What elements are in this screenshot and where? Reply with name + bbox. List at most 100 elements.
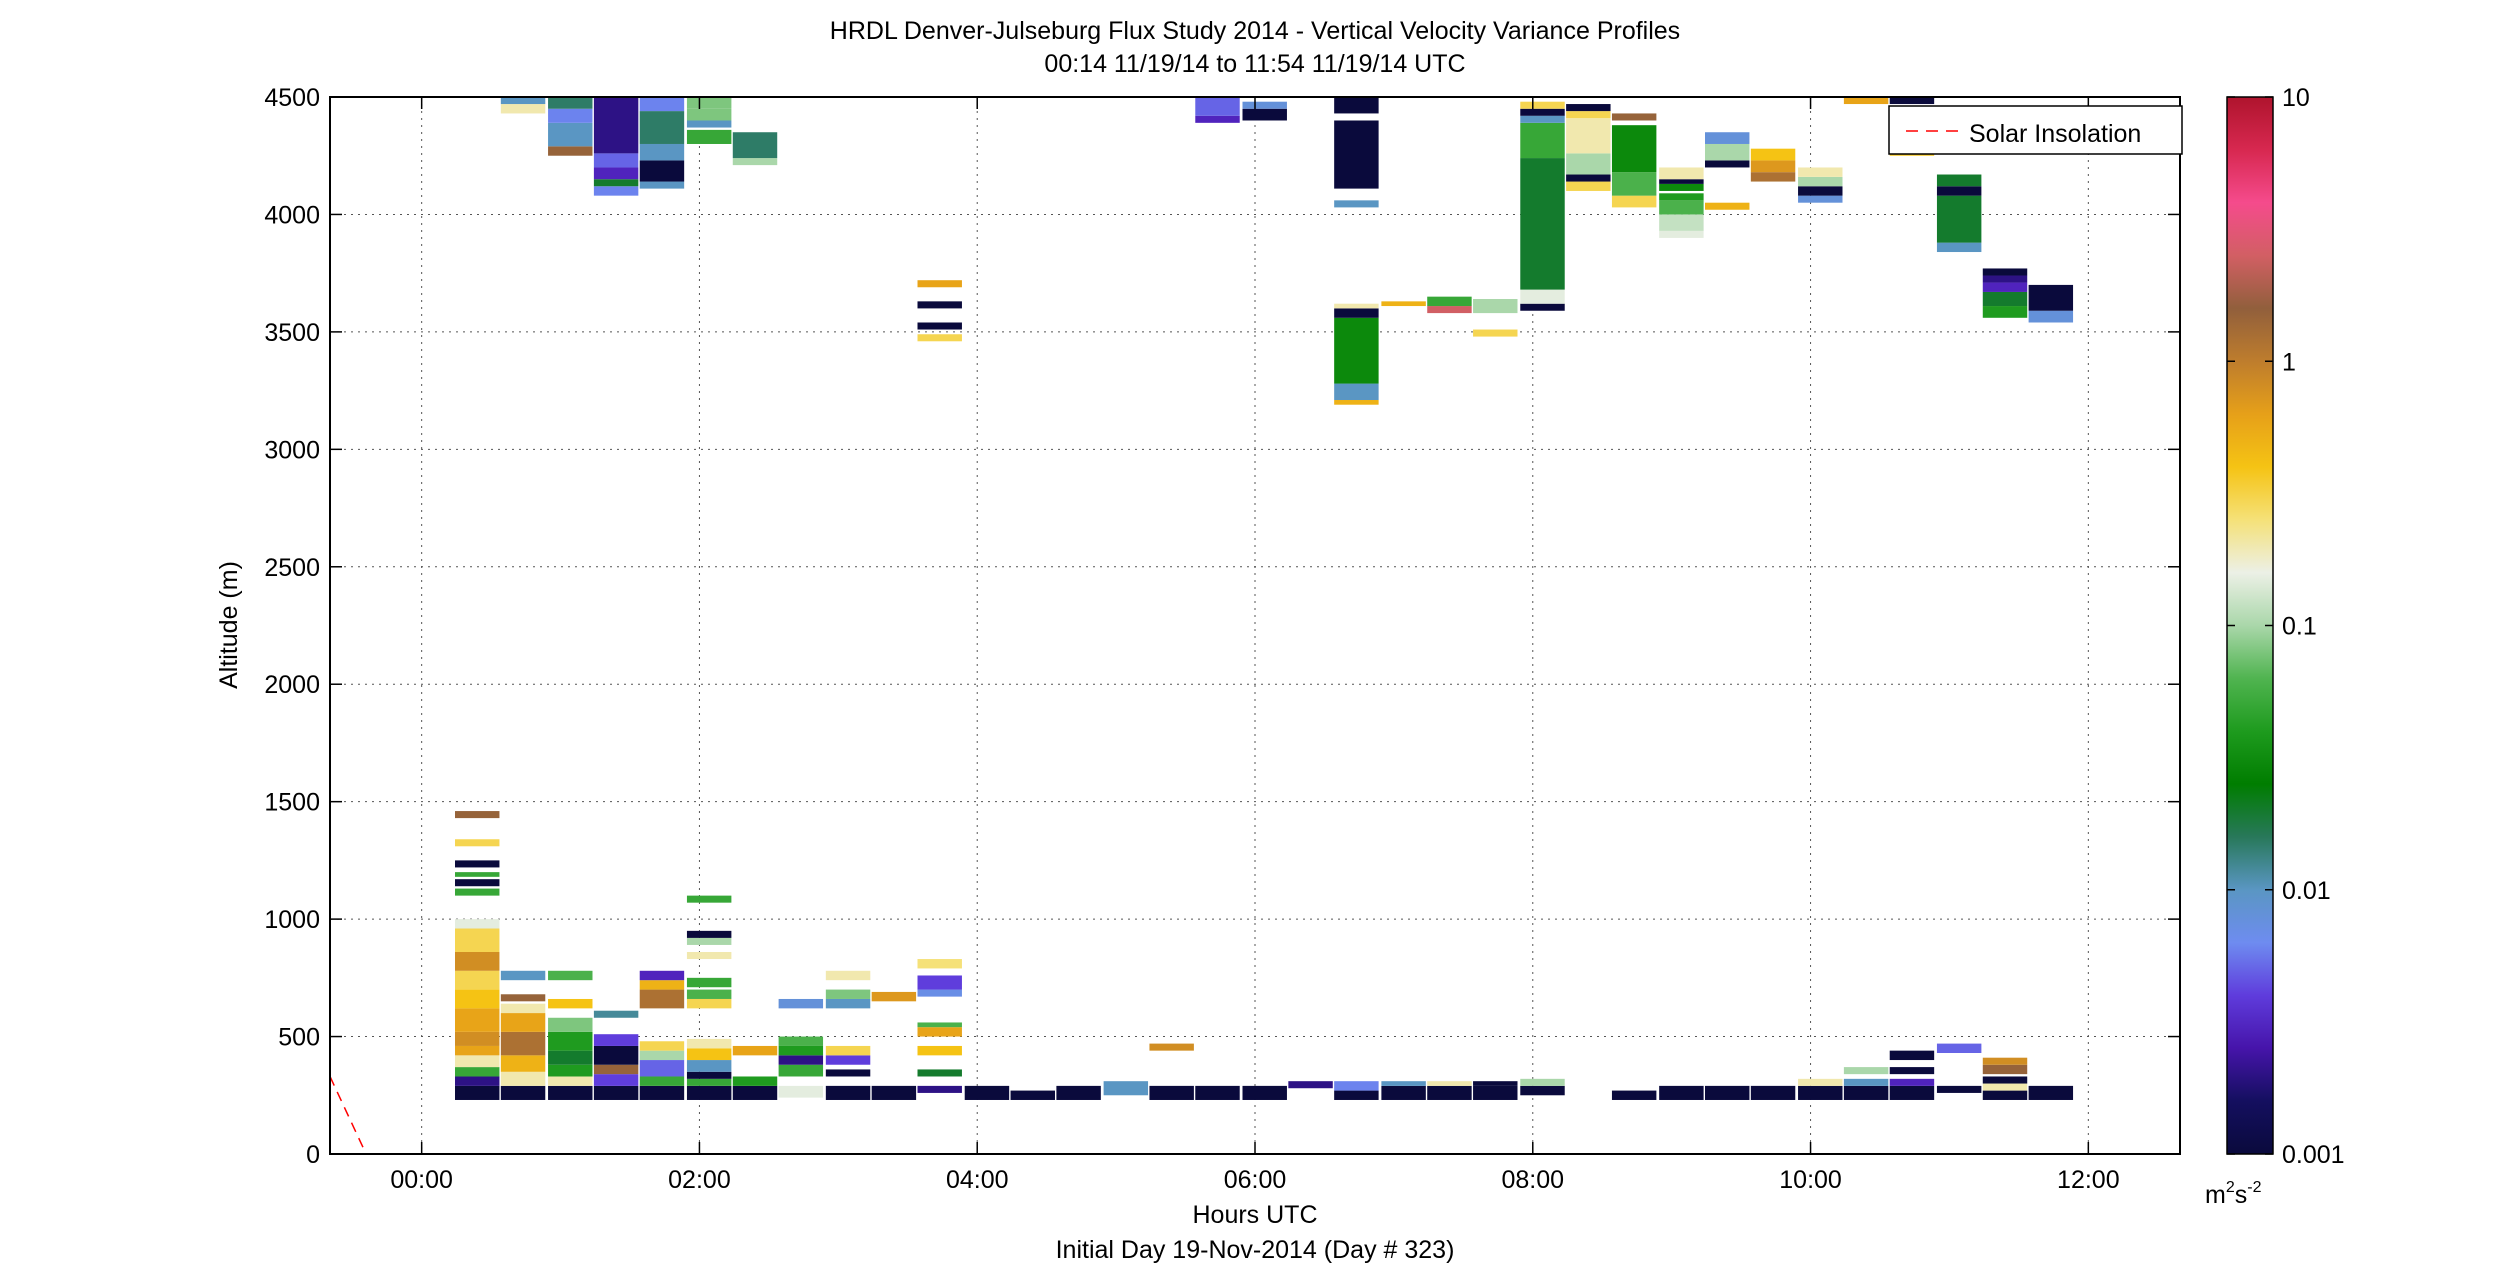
heatmap-cell xyxy=(825,989,871,999)
heatmap-cell xyxy=(500,1071,546,1086)
heatmap-cell xyxy=(455,1085,500,1100)
heatmap-cell xyxy=(686,1060,732,1072)
heatmap-cell xyxy=(1936,1043,1982,1053)
y-tick-label: 3000 xyxy=(264,436,320,464)
heatmap-cell xyxy=(1520,101,1565,109)
heatmap-cell xyxy=(1936,174,1982,187)
heatmap-cell xyxy=(500,1013,546,1032)
x-tick-label: 00:00 xyxy=(390,1166,453,1194)
colorbar-unit: m2s-2 xyxy=(2205,1179,2262,1209)
heatmap-cell xyxy=(1798,176,1843,187)
heatmap-cell xyxy=(1010,1090,1055,1100)
heatmap-cell xyxy=(1334,400,1379,405)
heatmap-cell xyxy=(778,1085,824,1098)
heatmap-cell xyxy=(1381,1081,1426,1086)
heatmap-cell xyxy=(455,1076,500,1086)
heatmap-cell xyxy=(1520,1085,1565,1096)
heatmap-cell xyxy=(1473,1085,1518,1100)
heatmap-cell xyxy=(1566,118,1611,154)
heatmap-cell xyxy=(917,301,962,309)
heatmap-cell xyxy=(639,143,685,161)
heatmap-cell xyxy=(548,1031,593,1051)
heatmap-cell xyxy=(778,1036,824,1046)
heatmap-cell xyxy=(917,280,962,288)
colorbar-tick-label: 10 xyxy=(2282,84,2310,112)
heatmap-cell xyxy=(686,951,732,960)
x-tick-label: 06:00 xyxy=(1224,1166,1287,1194)
heatmap-cell xyxy=(686,1038,732,1049)
colorbar-tick-label: 0.001 xyxy=(2282,1141,2345,1169)
y-tick-label: 500 xyxy=(278,1024,320,1052)
heatmap-cell xyxy=(1611,113,1657,121)
heatmap-cell xyxy=(1798,167,1843,177)
heatmap-cell xyxy=(686,998,732,1009)
heatmap-cell xyxy=(1195,115,1240,123)
heatmap-cell xyxy=(639,980,685,990)
heatmap-cell xyxy=(639,160,685,182)
heatmap-cell xyxy=(455,1031,500,1046)
heatmap-cell xyxy=(825,1069,871,1077)
heatmap-cell xyxy=(1566,181,1611,191)
heatmap-cell xyxy=(825,970,871,981)
heatmap-cell xyxy=(1473,299,1518,314)
heatmap-cell xyxy=(1659,193,1704,201)
heatmap-cell xyxy=(1056,1085,1101,1100)
y-tick-labels: 0 500 1000 1500 2000 2500 3000 3500 4000 4500 xyxy=(264,84,320,1169)
chart-title: HRDL Denver-Julseburg Flux Study 2014 - … xyxy=(830,17,1680,45)
heatmap-cell xyxy=(686,977,732,988)
heatmap-cell xyxy=(825,1045,871,1056)
heatmap-cell xyxy=(917,1085,962,1093)
legend-box xyxy=(1888,105,2183,155)
heatmap-cell xyxy=(500,970,546,981)
heatmap-cell xyxy=(825,1055,871,1065)
heatmap-cell xyxy=(1705,202,1750,210)
y-tick-label: 3500 xyxy=(264,319,320,347)
heatmap-cell xyxy=(686,1078,732,1086)
x-tick-label: 04:00 xyxy=(946,1166,1009,1194)
heatmap-cell xyxy=(1798,1078,1843,1086)
heatmap-cell xyxy=(1659,230,1704,238)
heatmap-cell xyxy=(455,1067,500,1077)
heatmap-cell xyxy=(455,839,500,847)
heatmap-cell xyxy=(686,937,732,945)
heatmap-cell xyxy=(1750,148,1796,161)
heatmap-cell xyxy=(1334,200,1379,208)
heatmap-cell xyxy=(639,1085,685,1100)
heatmap-cell xyxy=(825,1085,871,1100)
heatmap-cell xyxy=(732,1085,778,1100)
heatmap-cell xyxy=(1242,101,1287,109)
heatmap-cell xyxy=(1103,1081,1149,1096)
heatmap-cell xyxy=(1381,301,1426,307)
heatmap-cell xyxy=(639,989,685,1009)
x-tick-label: 08:00 xyxy=(1501,1166,1564,1194)
axis-ticks xyxy=(330,96,2180,1155)
y-tick-label: 2500 xyxy=(264,554,320,582)
heatmap-cell xyxy=(1750,172,1796,182)
heatmap-cell xyxy=(548,97,593,109)
heatmap-cell xyxy=(1936,186,1982,196)
x-tick-label: 02:00 xyxy=(668,1166,731,1194)
heatmap-cell xyxy=(1798,195,1843,203)
heatmap-cell xyxy=(1473,1081,1518,1086)
heatmap-cell xyxy=(548,1017,593,1032)
heatmap-cell xyxy=(1611,125,1657,173)
heatmap-cell xyxy=(500,1085,546,1100)
heatmap-cell xyxy=(1659,214,1704,231)
heatmap-cell xyxy=(917,989,962,997)
heatmap-cell xyxy=(548,146,593,156)
heatmap-cell xyxy=(2028,284,2074,311)
heatmap-cell xyxy=(500,994,546,1002)
heatmap-cell xyxy=(639,1060,685,1077)
heatmap-cell xyxy=(1334,383,1379,401)
heatmap-cell xyxy=(593,1085,639,1100)
heatmap-cell xyxy=(455,1055,500,1068)
heatmap-cell xyxy=(1659,179,1704,184)
heatmap-cell xyxy=(686,989,732,999)
legend-label: Solar Insolation xyxy=(1969,120,2141,148)
heatmap-cell xyxy=(1611,1090,1657,1100)
heatmap-cell xyxy=(455,860,500,868)
heatmap-cell xyxy=(639,970,685,981)
heatmap-cell xyxy=(1611,172,1657,196)
heatmap-cell xyxy=(1982,268,2028,276)
heatmap-cell xyxy=(548,1085,593,1100)
